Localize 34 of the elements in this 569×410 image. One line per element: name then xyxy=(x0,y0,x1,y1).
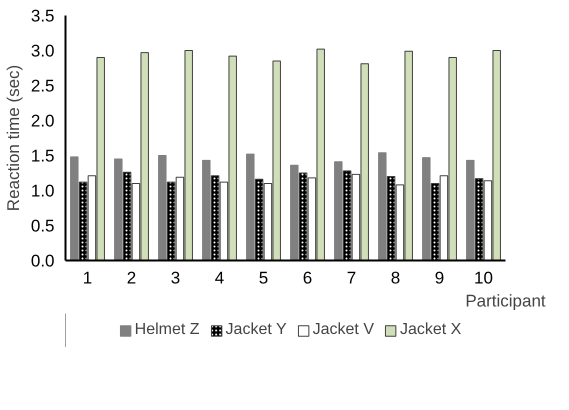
bar xyxy=(70,156,79,260)
x-tick-label: 7 xyxy=(346,268,356,288)
y-tick-label: 3.5 xyxy=(30,6,55,26)
bar xyxy=(246,154,255,260)
x-tick-label: 6 xyxy=(302,268,312,288)
bar xyxy=(202,160,211,260)
legend-label: Helmet Z xyxy=(134,321,200,339)
bar xyxy=(290,164,299,260)
x-tick-label: 10 xyxy=(474,268,493,288)
x-tick-label: 1 xyxy=(82,268,92,288)
y-tick-label: 0.5 xyxy=(30,216,55,236)
bar xyxy=(466,160,475,260)
x-tick-label: 2 xyxy=(126,268,136,288)
x-tick-label: 8 xyxy=(390,268,400,288)
bar xyxy=(378,152,387,260)
x-tick-label: 3 xyxy=(170,268,180,288)
x-tick-label: 9 xyxy=(434,268,444,288)
bar xyxy=(334,161,343,260)
y-tick-label: 1.0 xyxy=(30,182,55,200)
y-tick-label: 2.0 xyxy=(30,112,55,130)
x-tick-label: 4 xyxy=(214,268,224,288)
y-tick-label: 2.5 xyxy=(30,76,55,96)
y-axis-title: Reaction time (sec) xyxy=(4,64,23,212)
y-tick-label: 1.5 xyxy=(30,146,55,166)
bar xyxy=(114,158,123,260)
bar xyxy=(422,157,431,260)
x-tick-label: 5 xyxy=(258,268,268,288)
y-tick-label: 3.0 xyxy=(30,42,55,60)
y-tick-label: 0.0 xyxy=(30,252,55,270)
legend-label: Jacket Y xyxy=(226,321,287,339)
x-axis-title: Participant xyxy=(465,292,546,310)
bar xyxy=(158,155,167,260)
legend-label: Jacket V xyxy=(312,321,374,339)
legend-label: Jacket X xyxy=(400,321,462,339)
